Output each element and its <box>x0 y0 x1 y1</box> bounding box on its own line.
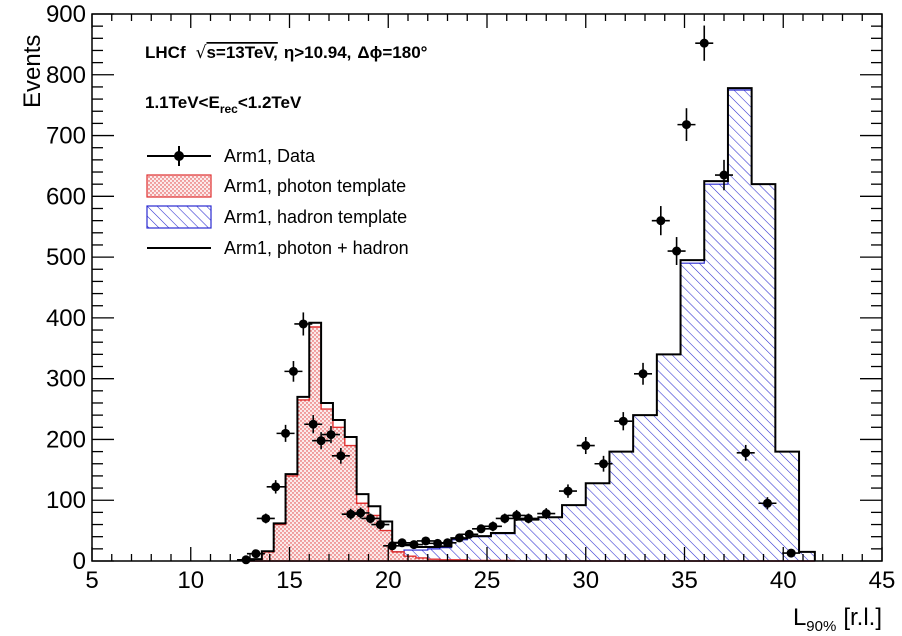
histogram-layer <box>249 87 816 562</box>
data-point <box>558 484 577 498</box>
legend-entry-sum: Arm1, photon + hadron <box>147 238 409 258</box>
x-tick-label: 20 <box>375 567 402 594</box>
data-point <box>507 509 526 521</box>
data-point <box>594 455 613 472</box>
data-point <box>450 533 469 543</box>
data-point <box>361 513 380 524</box>
x-axis-title-sub: 90% <box>806 618 836 635</box>
legend-label-hadron: Arm1, hadron template <box>224 207 407 227</box>
data-point <box>758 497 777 510</box>
data-point <box>715 159 733 191</box>
x-tick-label: 35 <box>671 567 698 594</box>
data-point <box>651 206 670 236</box>
data-point <box>404 540 423 550</box>
y-tick-label: 900 <box>46 1 86 28</box>
axis-ticks <box>91 13 883 562</box>
y-tick-label: 700 <box>46 123 86 150</box>
x-tick-label: 15 <box>276 567 303 594</box>
legend-swatch-hadron <box>146 205 212 229</box>
x-tick-label: 5 <box>85 567 98 594</box>
data-point <box>294 312 313 336</box>
data-point <box>736 444 755 461</box>
data-point <box>256 513 275 524</box>
annotation-line1: LHCf √s=13TeV, η>10.94, Δϕ=180° <box>145 43 428 63</box>
data-point <box>304 415 323 434</box>
data-point <box>782 548 801 558</box>
legend-label-photon: Arm1, photon template <box>224 176 406 196</box>
y-tick-label: 800 <box>46 62 86 89</box>
data-point <box>667 237 686 266</box>
x-axis-title-main: L <box>793 604 806 631</box>
legend-entry-hadron: Arm1, hadron template <box>146 205 407 229</box>
y-tick-label: 200 <box>46 426 86 453</box>
data-point <box>371 519 390 530</box>
legend-entry-photon: Arm1, photon template <box>146 174 406 198</box>
x-axis-title-unit: [r.l.] <box>843 604 882 631</box>
y-tick-label: 600 <box>46 183 86 210</box>
data-point <box>237 555 256 565</box>
data-point <box>312 432 331 450</box>
data-point <box>695 25 714 61</box>
legend-swatch-photon <box>146 174 212 198</box>
annotation-line2: 1.1TeV<Erec<1.2TeV <box>145 93 302 116</box>
legend-label-data: Arm1, Data <box>224 146 316 166</box>
data-point <box>321 426 340 444</box>
data-point <box>351 507 370 519</box>
data-point <box>614 412 633 431</box>
legend-label-sum: Arm1, photon + hadron <box>224 238 409 258</box>
y-tick-labels: 0 100 200 300 400 500 600 700 800 900 <box>46 1 86 575</box>
y-axis-title: Events <box>19 35 46 108</box>
y-tick-label: 300 <box>46 366 86 393</box>
sum-histogram <box>249 87 816 561</box>
data-point <box>576 437 595 455</box>
data-point <box>276 424 295 442</box>
data-point <box>472 524 491 534</box>
data-point <box>460 529 479 539</box>
x-tick-label: 25 <box>474 567 501 594</box>
legend: Arm1, Data Arm1, photon template Arm1, h… <box>146 146 409 258</box>
data-point <box>677 108 696 142</box>
data-point <box>483 521 502 532</box>
data-points-layer <box>237 25 801 565</box>
y-tick-label: 400 <box>46 305 86 332</box>
x-tick-label: 45 <box>869 567 896 594</box>
legend-entry-data: Arm1, Data <box>147 146 316 166</box>
data-point <box>284 361 303 382</box>
data-point <box>438 538 457 548</box>
y-tick-label: 500 <box>46 244 86 271</box>
x-axis-title: L90% [r.l.] <box>793 604 882 635</box>
x-tick-label: 10 <box>177 567 204 594</box>
data-point <box>537 508 556 520</box>
data-point <box>634 362 653 385</box>
legend-marker-icon <box>174 151 184 161</box>
x-tick-label: 40 <box>770 567 797 594</box>
data-point <box>519 513 538 524</box>
y-tick-label: 100 <box>46 487 86 514</box>
y-tick-label: 0 <box>73 548 86 575</box>
data-point <box>266 480 285 494</box>
data-point <box>416 536 435 546</box>
data-point <box>393 538 412 548</box>
data-point <box>331 447 350 464</box>
data-point <box>495 513 514 524</box>
x-tick-label: 30 <box>572 567 599 594</box>
data-point <box>246 549 265 559</box>
x-tick-labels: 5 10 15 20 25 30 35 40 45 <box>85 567 895 594</box>
